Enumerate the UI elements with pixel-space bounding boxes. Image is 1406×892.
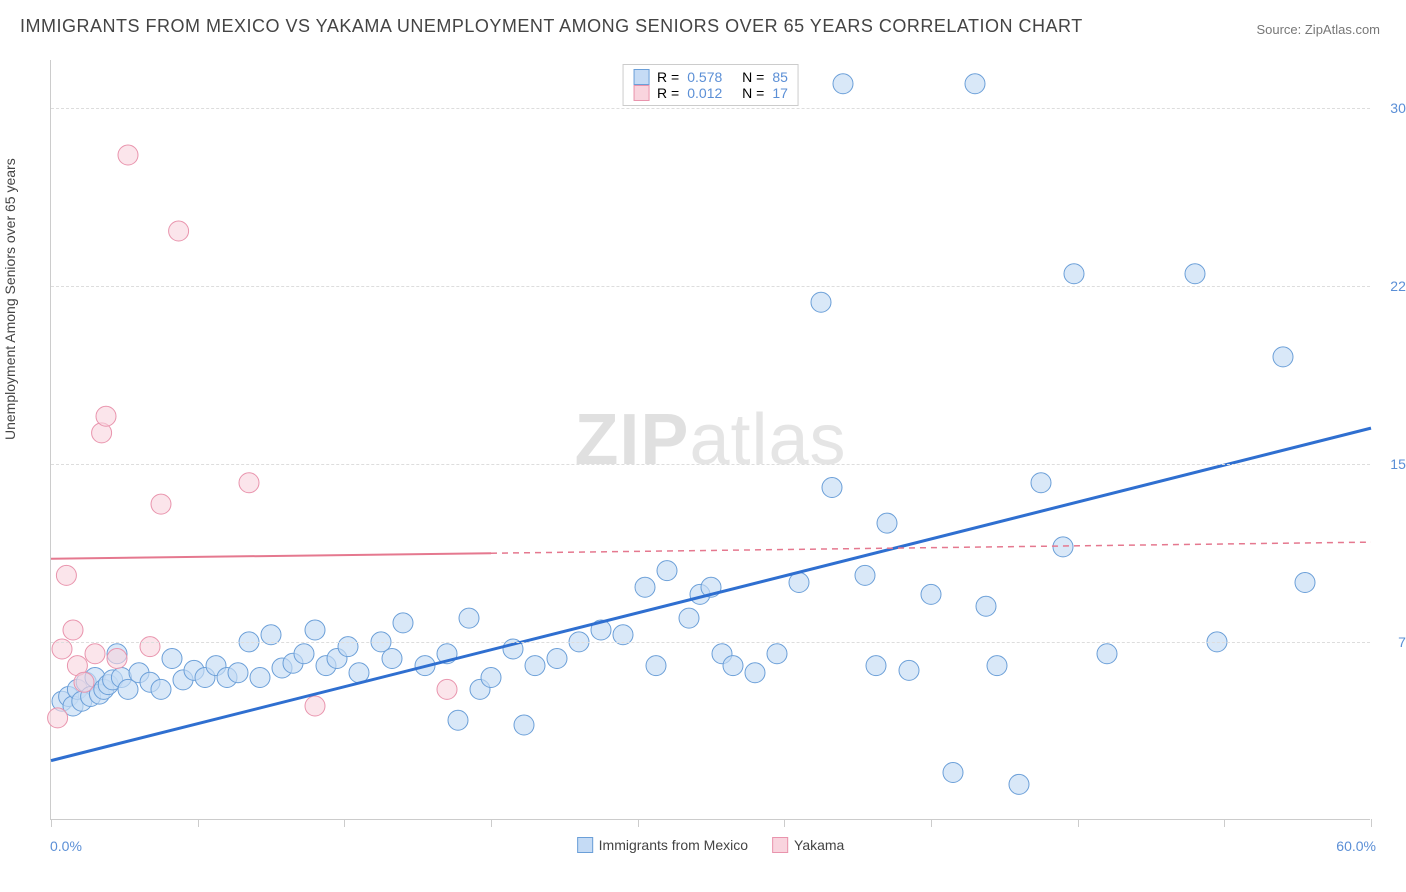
source-attribution: Source: ZipAtlas.com: [1256, 22, 1380, 37]
gridline: [51, 642, 1370, 643]
data-point: [1295, 573, 1315, 593]
x-tick: [638, 819, 639, 827]
data-point: [1064, 264, 1084, 284]
data-point: [822, 478, 842, 498]
data-point: [1185, 264, 1205, 284]
trend-line: [51, 553, 491, 559]
data-point: [63, 620, 83, 640]
data-point: [1273, 347, 1293, 367]
data-point: [811, 292, 831, 312]
data-point: [140, 637, 160, 657]
y-axis-label: Unemployment Among Seniors over 65 years: [2, 158, 18, 440]
y-tick-label: 7.5%: [1380, 634, 1406, 650]
x-axis-min-label: 0.0%: [50, 838, 82, 854]
data-point: [459, 608, 479, 628]
x-tick: [784, 819, 785, 827]
legend-item-mexico: Immigrants from Mexico: [577, 837, 748, 853]
data-point: [679, 608, 699, 628]
gridline: [51, 286, 1370, 287]
data-point: [657, 561, 677, 581]
data-point: [943, 763, 963, 783]
data-point: [635, 577, 655, 597]
legend-label: Immigrants from Mexico: [599, 837, 748, 853]
data-point: [481, 668, 501, 688]
data-point: [48, 708, 68, 728]
x-tick: [1078, 819, 1079, 827]
x-tick: [1371, 819, 1372, 827]
data-point: [305, 696, 325, 716]
data-point: [1097, 644, 1117, 664]
data-point: [525, 656, 545, 676]
data-point: [745, 663, 765, 683]
data-point: [987, 656, 1007, 676]
data-point: [118, 145, 138, 165]
chart-svg: [51, 60, 1370, 819]
data-point: [96, 406, 116, 426]
data-point: [162, 649, 182, 669]
data-point: [976, 596, 996, 616]
legend-label: Yakama: [794, 837, 844, 853]
data-point: [646, 656, 666, 676]
data-point: [107, 649, 127, 669]
data-point: [85, 644, 105, 664]
data-point: [547, 649, 567, 669]
data-point: [723, 656, 743, 676]
data-point: [74, 672, 94, 692]
data-point: [877, 513, 897, 533]
data-point: [899, 660, 919, 680]
x-tick: [491, 819, 492, 827]
data-point: [965, 74, 985, 94]
data-point: [250, 668, 270, 688]
data-point: [437, 679, 457, 699]
y-tick-label: 30.0%: [1380, 100, 1406, 116]
y-tick-label: 15.0%: [1380, 456, 1406, 472]
data-point: [294, 644, 314, 664]
x-tick: [344, 819, 345, 827]
data-point: [305, 620, 325, 640]
x-tick: [51, 819, 52, 827]
data-point: [393, 613, 413, 633]
swatch-blue-icon: [577, 837, 593, 853]
data-point: [1031, 473, 1051, 493]
y-tick-label: 22.5%: [1380, 278, 1406, 294]
chart-title: IMMIGRANTS FROM MEXICO VS YAKAMA UNEMPLO…: [20, 16, 1083, 37]
data-point: [921, 584, 941, 604]
data-point: [151, 494, 171, 514]
series-legend: Immigrants from Mexico Yakama: [577, 837, 845, 853]
x-tick: [198, 819, 199, 827]
data-point: [382, 649, 402, 669]
data-point: [448, 710, 468, 730]
legend-item-yakama: Yakama: [772, 837, 844, 853]
x-tick: [1224, 819, 1225, 827]
data-point: [855, 565, 875, 585]
data-point: [767, 644, 787, 664]
data-point: [514, 715, 534, 735]
plot-area: ZIPatlas R = 0.578 N = 85 R = 0.012 N = …: [50, 60, 1370, 820]
gridline: [51, 464, 1370, 465]
data-point: [228, 663, 248, 683]
data-point: [1009, 774, 1029, 794]
swatch-pink-icon: [772, 837, 788, 853]
data-point: [169, 221, 189, 241]
data-point: [833, 74, 853, 94]
trend-line-dashed: [491, 542, 1371, 553]
data-point: [866, 656, 886, 676]
data-point: [1053, 537, 1073, 557]
data-point: [338, 637, 358, 657]
data-point: [239, 473, 259, 493]
data-point: [56, 565, 76, 585]
data-point: [151, 679, 171, 699]
x-tick: [931, 819, 932, 827]
x-axis-max-label: 60.0%: [1336, 838, 1376, 854]
gridline: [51, 108, 1370, 109]
